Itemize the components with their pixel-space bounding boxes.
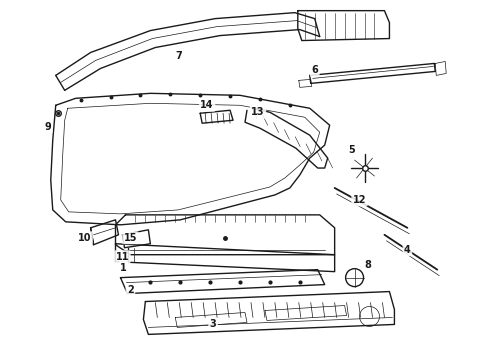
Text: 1: 1	[120, 263, 127, 273]
Text: 6: 6	[311, 66, 318, 76]
Text: 14: 14	[200, 100, 214, 110]
Text: 15: 15	[123, 233, 137, 243]
Text: 5: 5	[348, 145, 355, 155]
Text: 11: 11	[116, 252, 129, 262]
Text: 7: 7	[175, 51, 182, 62]
Text: 8: 8	[364, 260, 371, 270]
Text: 10: 10	[78, 233, 91, 243]
Text: 9: 9	[45, 122, 51, 132]
Text: 3: 3	[210, 319, 217, 329]
Text: 12: 12	[353, 195, 367, 205]
Text: 13: 13	[251, 107, 265, 117]
Text: 4: 4	[404, 245, 411, 255]
Text: 2: 2	[127, 284, 134, 294]
